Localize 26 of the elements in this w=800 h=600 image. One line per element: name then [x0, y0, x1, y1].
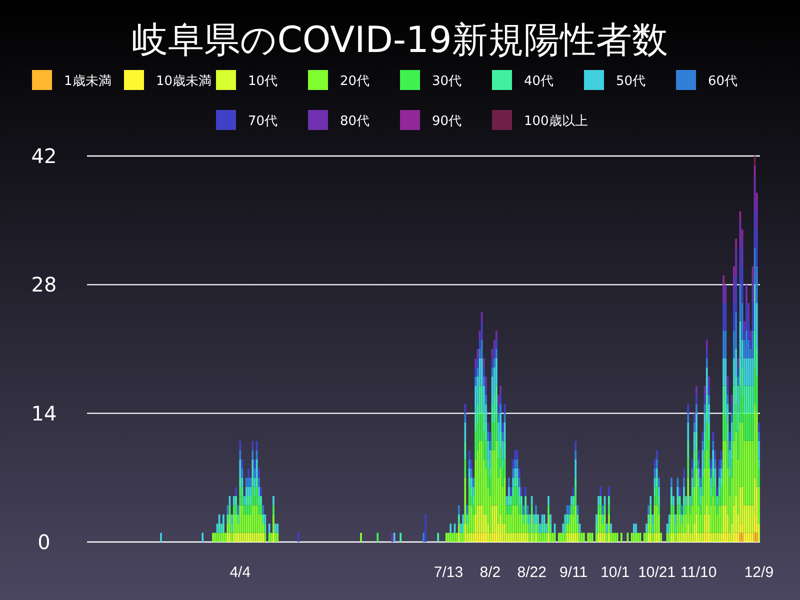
x-tick-label: 12/9 [744, 564, 774, 581]
legend-label: 10代 [248, 74, 278, 89]
legend-label: 80代 [340, 114, 370, 129]
x-tick-label: 8/2 [480, 564, 501, 581]
legend-label: 60代 [708, 74, 738, 89]
legend-label: 90代 [432, 114, 462, 129]
y-tick-label: 14 [31, 401, 57, 426]
x-tick-label: 10/21 [638, 564, 676, 581]
y-tick-label: 28 [31, 272, 57, 297]
x-tick-label: 7/13 [434, 564, 464, 581]
y-tick-label: 42 [31, 144, 57, 168]
x-tick-label: 4/4 [230, 564, 251, 581]
x-tick-label: 11/10 [680, 564, 717, 581]
chart-title: 岐阜県のCOVID-19新規陽性者数 [132, 20, 668, 61]
legend-label: 100歳以上 [524, 114, 588, 129]
y-tick-label: 0 [38, 530, 50, 554]
legend-label: 1歳未満 [64, 74, 112, 89]
x-tick-label: 9/11 [559, 564, 588, 581]
legend-label: 40代 [524, 74, 554, 89]
legend-label: 50代 [616, 74, 646, 89]
x-tick-label: 10/1 [600, 564, 630, 581]
legend-label: 30代 [432, 74, 462, 89]
legend-label: 20代 [340, 74, 370, 89]
x-tick-label: 8/22 [517, 564, 546, 581]
legend-label: 70代 [248, 114, 278, 129]
legend-label: 10歳未満 [156, 74, 212, 89]
